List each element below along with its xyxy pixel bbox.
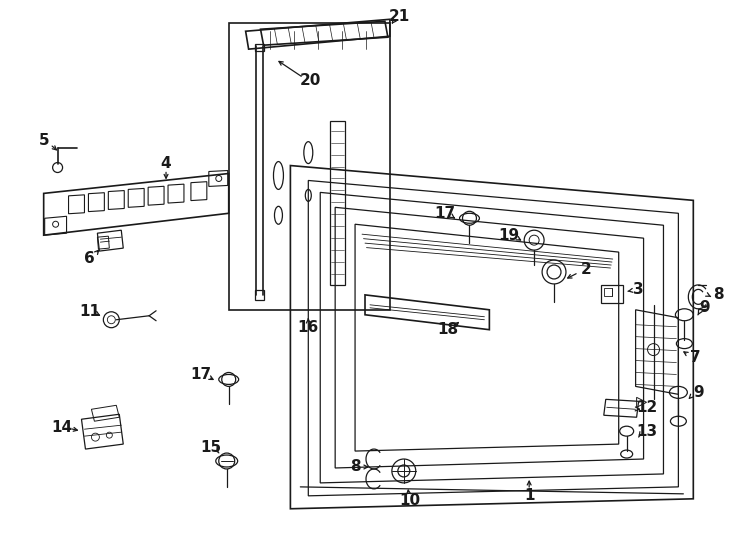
Text: 9: 9 (699, 300, 710, 315)
Text: 10: 10 (399, 494, 421, 508)
Text: 11: 11 (79, 304, 100, 319)
Text: 20: 20 (299, 73, 321, 89)
Text: 18: 18 (437, 322, 458, 337)
Bar (604, 288, 611, 296)
Text: 3: 3 (633, 282, 644, 298)
Text: 13: 13 (636, 424, 657, 438)
Text: 17: 17 (190, 367, 211, 382)
Text: 8: 8 (713, 287, 724, 302)
Text: 12: 12 (636, 400, 657, 415)
Text: 8: 8 (349, 460, 360, 475)
Bar (601, 285, 622, 303)
Text: 6: 6 (84, 251, 95, 266)
Text: 15: 15 (200, 440, 222, 455)
Text: 5: 5 (38, 133, 49, 148)
Text: 9: 9 (693, 385, 704, 400)
Text: 4: 4 (161, 156, 171, 171)
Text: 21: 21 (389, 9, 410, 24)
Text: 2: 2 (581, 262, 592, 278)
Text: 7: 7 (690, 350, 701, 365)
Text: 19: 19 (498, 228, 520, 242)
Text: 17: 17 (434, 206, 455, 221)
Text: 16: 16 (298, 320, 319, 335)
Text: 1: 1 (524, 488, 534, 503)
Text: 14: 14 (51, 420, 72, 435)
